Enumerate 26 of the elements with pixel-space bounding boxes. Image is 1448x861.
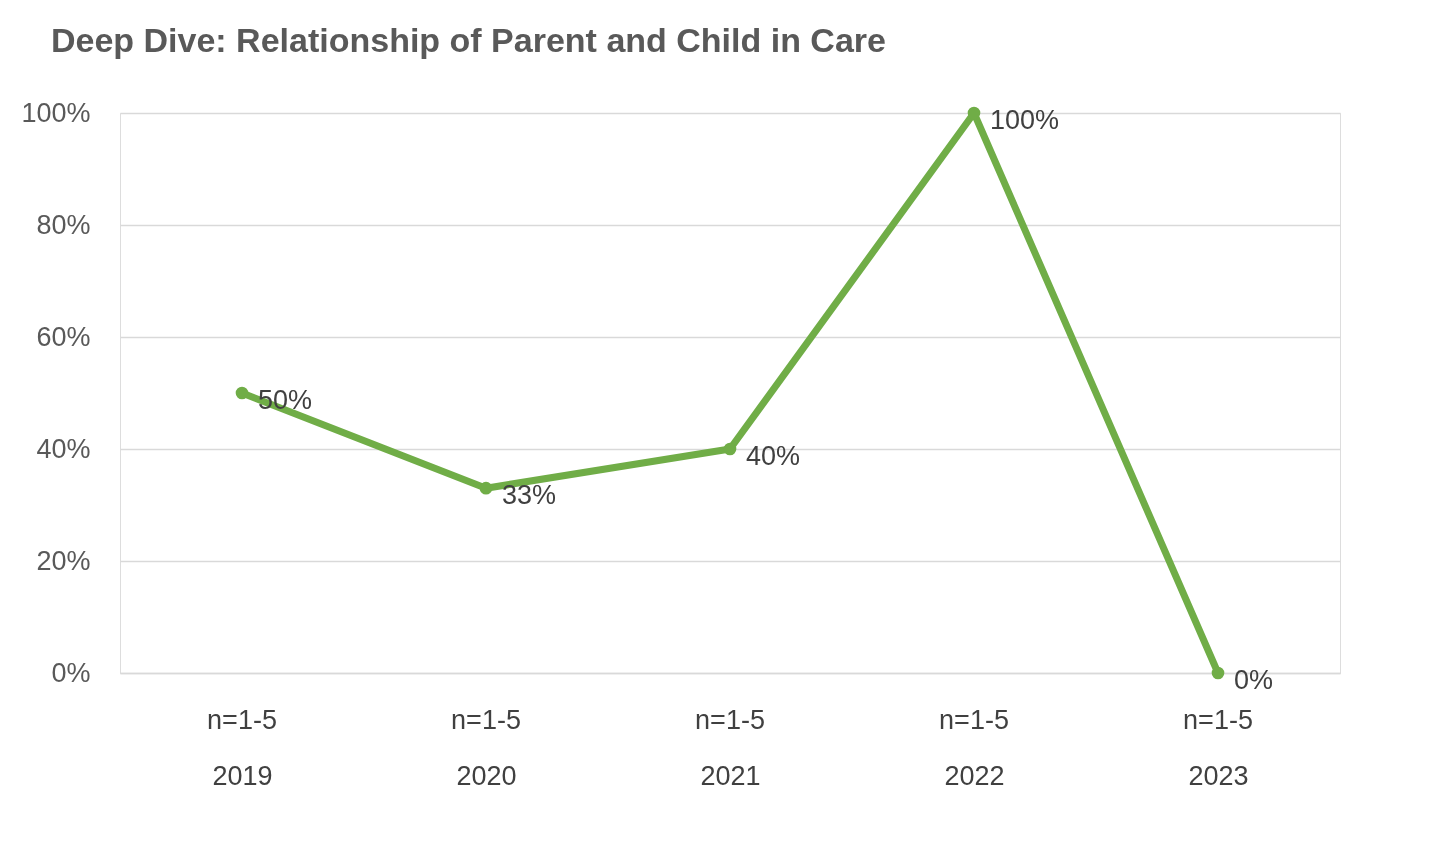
point xyxy=(723,442,737,456)
y-tick-label: 100% xyxy=(21,97,91,128)
y-tick-label: 60% xyxy=(36,321,91,352)
point xyxy=(235,386,249,400)
y-tick-label: 80% xyxy=(36,209,91,240)
x-tick-label: 2019 xyxy=(212,760,273,791)
x-tick-label: 2020 xyxy=(456,760,517,791)
y-tick-label: 0% xyxy=(51,657,91,688)
x-tick-label: 2021 xyxy=(700,760,761,791)
data-label: 50% xyxy=(258,385,313,415)
text: n=1-5 xyxy=(939,705,1009,735)
text: n=1-5 xyxy=(451,705,521,735)
chart-title: Deep Dive: Relationship of Parent and Child in Care xyxy=(50,21,886,59)
point xyxy=(1211,666,1225,680)
text: n=1-5 xyxy=(207,705,277,735)
y-tick-label: 20% xyxy=(36,545,91,576)
data-label: 0% xyxy=(1234,665,1274,695)
data-label: 40% xyxy=(746,441,801,471)
x-tick-label: 2023 xyxy=(1188,760,1249,791)
text: n=1-5 xyxy=(695,705,765,735)
text: n=1-5 xyxy=(1183,705,1253,735)
point xyxy=(479,481,493,495)
y-tick-label: 40% xyxy=(36,433,91,464)
data-label: 100% xyxy=(990,105,1060,135)
data-label: 33% xyxy=(502,480,557,511)
x-tick-label: 2022 xyxy=(944,760,1005,791)
